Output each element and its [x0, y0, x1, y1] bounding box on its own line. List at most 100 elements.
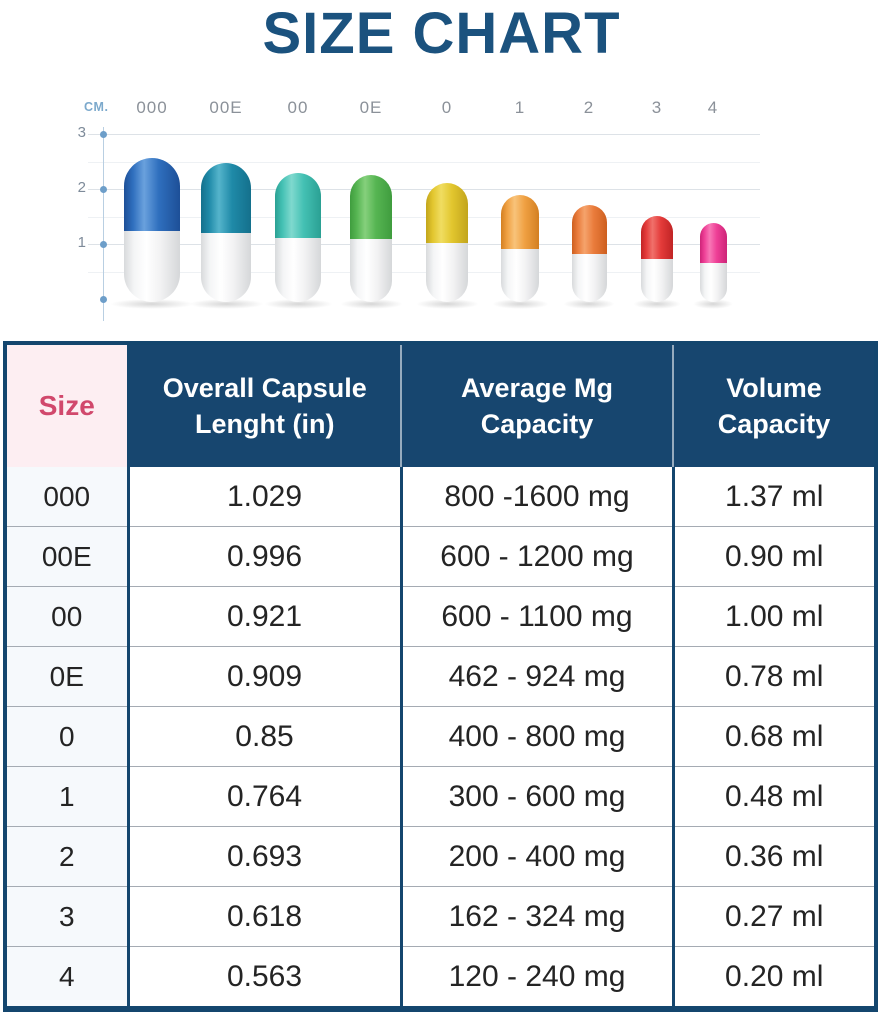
value-cell: 1.37 ml [671, 467, 876, 527]
capsule-cap [571, 205, 607, 254]
capsule-body [275, 238, 321, 302]
capsule-size-label: 0 [441, 98, 453, 117]
table-body: 000 1.029 800 -1600 mg 1.37 ml 00E 0.996 600 -… [5, 467, 876, 1009]
capsule-1 [501, 195, 539, 302]
value-cell: 400 - 800 mg [399, 706, 673, 767]
axis-dot [100, 241, 107, 248]
value-cell: 0.20 ml [671, 946, 876, 1009]
value-cell: 0.909 [126, 646, 401, 707]
capsule-cap [201, 163, 251, 234]
capsule-cap [124, 158, 180, 231]
size-cell: 000 [5, 467, 128, 527]
value-cell: 0.85 [126, 706, 401, 767]
cm-unit-label: CM. [84, 100, 109, 114]
value-cell: 0.693 [126, 826, 401, 887]
header-volume-capacity: Volume Capacity [672, 343, 876, 467]
value-cell: 0.563 [126, 946, 401, 1009]
size-cell: 2 [5, 826, 128, 887]
table-row: 4 0.563 120 - 240 mg 0.20 ml [5, 946, 876, 1009]
capsule-0E [350, 175, 392, 302]
capsule-size-label: 3 [651, 98, 663, 117]
capsule-body [426, 243, 468, 302]
size-table: Size Overall Capsule Lenght (in) Average… [3, 341, 878, 1012]
axis-dot [100, 131, 107, 138]
value-cell: 162 - 324 mg [399, 886, 673, 947]
capsule-body [641, 259, 673, 302]
capsule-cap [641, 216, 673, 260]
size-cell: 0 [5, 706, 128, 767]
capsule-cap [275, 173, 321, 239]
capsule-shadow [339, 299, 403, 309]
axis-dot [100, 186, 107, 193]
value-cell: 600 - 1100 mg [399, 586, 673, 647]
capsule-shadow [562, 299, 616, 309]
value-cell: 1.029 [126, 467, 401, 527]
value-cell: 0.996 [126, 526, 401, 587]
capsule-00E [201, 163, 251, 302]
capsule-shadow [633, 299, 681, 309]
value-cell: 120 - 240 mg [399, 946, 673, 1009]
major-gridline [88, 244, 760, 245]
value-cell: 300 - 600 mg [399, 766, 673, 827]
minor-gridline [88, 216, 760, 218]
value-cell: 0.921 [126, 586, 401, 647]
capsule-size-label: 00E [209, 98, 243, 117]
capsule-shadow [415, 299, 479, 309]
capsule-body [124, 230, 180, 302]
value-cell: 800 -1600 mg [399, 467, 673, 527]
value-cell: 0.36 ml [671, 826, 876, 887]
size-cell: 00E [5, 526, 128, 587]
capsule-body [699, 262, 727, 302]
axis-tick-label: 1 [77, 234, 86, 251]
value-cell: 0.48 ml [671, 766, 876, 827]
value-cell: 0.68 ml [671, 706, 876, 767]
capsule-shadow [263, 299, 333, 309]
table-row: 00 0.921 600 - 1100 mg 1.00 ml [5, 586, 876, 647]
capsule-size-label: 4 [707, 98, 719, 117]
table-row: 0 0.85 400 - 800 mg 0.68 ml [5, 706, 876, 767]
value-cell: 0.78 ml [671, 646, 876, 707]
capsule-00 [275, 173, 321, 302]
cm-axis-line [103, 127, 104, 321]
capsule-size-label: 00 [287, 98, 309, 117]
axis-dot [100, 296, 107, 303]
table-header-row: Size Overall Capsule Lenght (in) Average… [5, 343, 876, 467]
capsule-0 [426, 183, 468, 302]
minor-gridline [88, 161, 760, 163]
table-row: 0E 0.909 462 - 924 mg 0.78 ml [5, 646, 876, 707]
table-row: 2 0.693 200 - 400 mg 0.36 ml [5, 826, 876, 887]
capsule-cap [350, 175, 392, 240]
value-cell: 0.90 ml [671, 526, 876, 587]
size-cell: 1 [5, 766, 128, 827]
capsule-body [571, 254, 607, 302]
table-row: 000 1.029 800 -1600 mg 1.37 ml [5, 467, 876, 527]
value-cell: 462 - 924 mg [399, 646, 673, 707]
table-row: 00E 0.996 600 - 1200 mg 0.90 ml [5, 526, 876, 587]
capsule-shadow [188, 299, 264, 309]
size-cell: 3 [5, 886, 128, 947]
major-gridline [88, 189, 760, 190]
size-cell: 0E [5, 646, 128, 707]
page-title: SIZE CHART [262, 1, 621, 66]
capsule-shadow [692, 299, 734, 309]
capsule-size-label: 1 [514, 98, 526, 117]
capsule-body [350, 239, 392, 302]
major-gridline [88, 134, 760, 135]
axis-tick-label: 2 [77, 179, 86, 196]
capsule-shadow [110, 299, 194, 309]
capsule-000 [124, 158, 180, 302]
table-row: 1 0.764 300 - 600 mg 0.48 ml [5, 766, 876, 827]
capsule-2 [571, 205, 607, 302]
size-cell: 00 [5, 586, 128, 647]
table-row: 3 0.618 162 - 324 mg 0.27 ml [5, 886, 876, 947]
capsule-3 [641, 216, 673, 302]
capsule-cap [501, 195, 539, 250]
value-cell: 200 - 400 mg [399, 826, 673, 887]
capsule-4 [699, 223, 727, 302]
size-cell: 4 [5, 946, 128, 1009]
axis-tick-label: 3 [77, 124, 86, 141]
capsule-shadow [491, 299, 549, 309]
header-capsule-length: Overall Capsule Lenght (in) [126, 343, 401, 467]
header-size: Size [5, 343, 128, 467]
